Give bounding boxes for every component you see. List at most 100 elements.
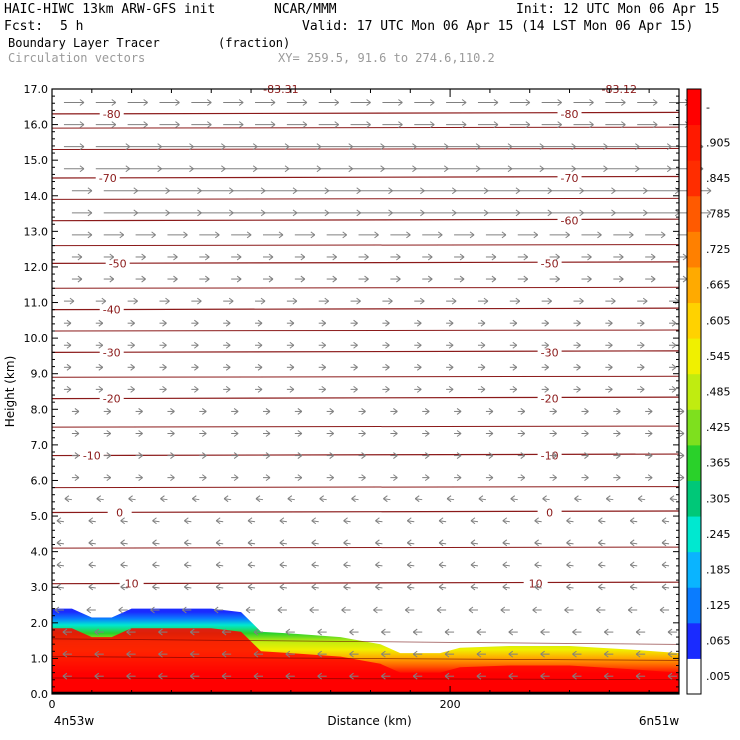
circulation-vector [613, 474, 621, 482]
circulation-vector [215, 561, 224, 569]
colorbar-label: .245 [706, 528, 731, 541]
circulation-vector [549, 408, 557, 415]
temperature-contour-line [51, 581, 680, 585]
forecast-label: Fcst: [4, 19, 44, 34]
circulation-vector [517, 474, 526, 482]
circulation-vector [667, 650, 678, 658]
circulation-vector [279, 583, 287, 591]
circulation-vector [120, 583, 128, 591]
circulation-vector [635, 628, 646, 636]
circulation-vector [613, 187, 648, 195]
circulation-vector [103, 187, 139, 195]
circulation-vector [422, 231, 443, 239]
temperature-contour-line [51, 218, 680, 222]
circulation-vector [103, 275, 115, 283]
circulation-vector [341, 606, 351, 614]
contour-label-background [99, 345, 124, 358]
circulation-vector [317, 672, 327, 680]
circulation-vector [541, 319, 549, 327]
colorbar-label: .785 [706, 208, 731, 221]
circulation-vector [390, 209, 425, 217]
temperature-contour-label: -30 [103, 346, 121, 359]
circulation-vector [262, 275, 274, 283]
circulation-vector [669, 385, 677, 393]
circulation-vector [606, 495, 614, 503]
circulation-vector [262, 408, 271, 415]
circulation-vector [255, 495, 264, 503]
circulation-vector [645, 452, 653, 459]
temperature-contour-line [51, 638, 680, 645]
circulation-vector [534, 583, 542, 591]
circulation-vector [159, 319, 167, 327]
circulation-vector [221, 628, 232, 636]
circulation-vector [645, 253, 656, 261]
temperature-contour-label: 10 [529, 578, 543, 591]
circulation-vector [446, 341, 454, 349]
circulation-vector [159, 341, 167, 349]
circulation-vector [509, 165, 545, 173]
circulation-vector [326, 231, 347, 239]
circulation-vector [96, 495, 104, 503]
circulation-vector [605, 385, 613, 393]
circulation-vector [86, 606, 96, 614]
circulation-vector [159, 121, 180, 128]
circulation-vector [247, 583, 256, 591]
temperature-contour-line [51, 453, 680, 457]
circulation-vector [135, 187, 170, 195]
circulation-vector [231, 452, 239, 459]
circulation-vector [573, 341, 581, 349]
circulation-vector [406, 517, 415, 525]
circulation-vector [350, 385, 358, 393]
circulation-vector [221, 650, 232, 658]
circulation-vector [549, 187, 584, 195]
circulation-vector [381, 672, 391, 680]
y-tick-label: 6.0 [31, 474, 49, 487]
circulation-vector [135, 253, 146, 261]
circulation-vector [71, 430, 80, 437]
circulation-vector [350, 363, 358, 371]
circulation-vector [677, 452, 685, 459]
circulation-vector [213, 606, 224, 614]
circulation-vector [215, 539, 224, 547]
circulation-vector [311, 583, 319, 591]
colorbar-label: .185 [706, 563, 731, 576]
circulation-vector [167, 474, 175, 482]
circulation-vector [103, 430, 112, 437]
circulation-vector [215, 583, 224, 591]
circulation-vector [605, 341, 613, 349]
circulation-vector [191, 297, 202, 305]
y-tick-label: 9.0 [31, 368, 49, 381]
circulation-vector [63, 385, 72, 393]
circulation-vector [286, 165, 322, 173]
circulation-vector [294, 408, 303, 415]
circulation-vector [508, 650, 518, 658]
circulation-vector [287, 495, 295, 503]
circulation-vector [135, 209, 170, 217]
circulation-vector [311, 517, 319, 525]
circulation-vector [645, 408, 653, 415]
circulation-vector [326, 474, 334, 482]
y-tick-label: 11.0 [24, 297, 49, 310]
circulation-vector [358, 187, 393, 195]
circulation-vector [262, 187, 298, 195]
circulation-vector [414, 99, 435, 106]
circulation-vector [454, 187, 489, 195]
circulation-vector [422, 452, 430, 459]
circulation-vector [534, 561, 542, 569]
contour-label-background [523, 576, 548, 589]
circulation-vector [477, 319, 486, 327]
circulation-vector [541, 165, 576, 173]
circulation-vector [343, 517, 351, 525]
circulation-vector [637, 121, 658, 128]
circulation-vector [191, 165, 226, 173]
circulation-vector [358, 474, 366, 482]
circulation-vector [135, 231, 156, 239]
circulation-vector [549, 430, 557, 437]
colorbar-swatch [687, 302, 701, 339]
temperature-contour-line [51, 111, 680, 115]
colorbar-label: .305 [706, 492, 731, 505]
circulation-vector [127, 165, 162, 173]
circulation-vector [54, 606, 64, 614]
circulation-vector [414, 297, 425, 305]
circulation-vector [604, 628, 614, 636]
